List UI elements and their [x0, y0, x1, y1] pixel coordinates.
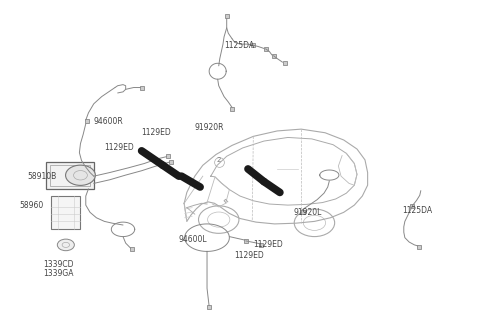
Text: 1125DA: 1125DA: [402, 206, 432, 215]
Text: 2: 2: [216, 157, 221, 163]
Text: 94600L: 94600L: [179, 235, 207, 244]
Text: 1129ED: 1129ED: [235, 251, 264, 260]
Text: 58910B: 58910B: [27, 172, 57, 181]
Text: 94600R: 94600R: [94, 117, 123, 127]
Text: 1129ED: 1129ED: [142, 128, 171, 137]
Circle shape: [57, 239, 74, 251]
Text: 91920R: 91920R: [195, 123, 224, 132]
FancyBboxPatch shape: [51, 196, 81, 229]
Text: 91920L: 91920L: [293, 208, 322, 217]
Text: 1339GA: 1339GA: [43, 269, 74, 278]
Text: 1129ED: 1129ED: [253, 240, 283, 250]
FancyBboxPatch shape: [46, 162, 94, 189]
Text: 1125DA: 1125DA: [224, 42, 254, 50]
Circle shape: [66, 165, 96, 185]
Text: 1339CD: 1339CD: [43, 260, 74, 269]
Text: 1129ED: 1129ED: [104, 143, 134, 152]
Text: 58960: 58960: [19, 200, 44, 210]
